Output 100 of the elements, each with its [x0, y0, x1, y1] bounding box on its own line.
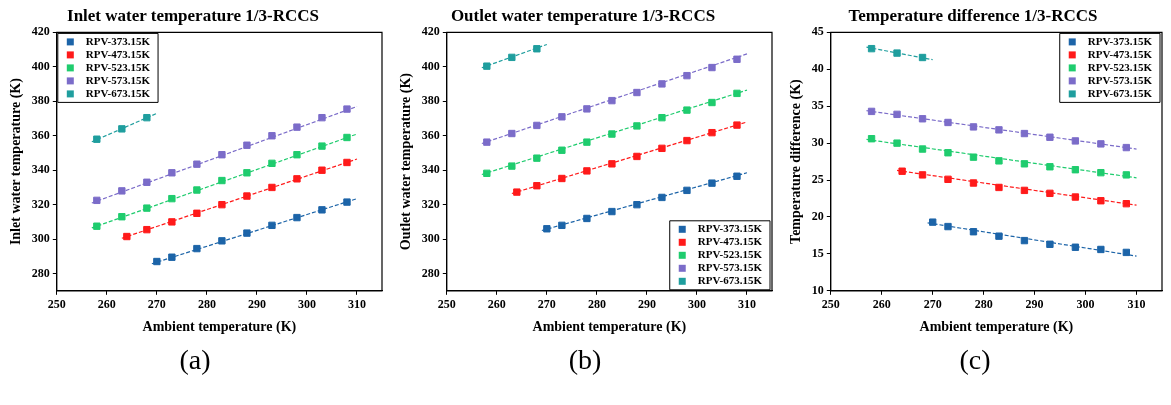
- x-tick-label: 260: [487, 297, 506, 312]
- y-tick-label: 300: [421, 231, 440, 246]
- x-tick-label: 290: [637, 297, 656, 312]
- legend-label: RPV-523.15K: [697, 248, 763, 261]
- point: [944, 175, 952, 183]
- point: [293, 123, 301, 131]
- point: [168, 169, 176, 177]
- point: [683, 136, 691, 145]
- legend-label: RPV-573.15K: [1087, 73, 1153, 86]
- point: [1046, 133, 1054, 141]
- point: [1122, 171, 1131, 179]
- y-tick-label: 20: [811, 209, 824, 224]
- y-tick-label: 280: [31, 265, 50, 280]
- y-tick-label: 400: [421, 58, 440, 73]
- point: [583, 214, 591, 223]
- legend-label: RPV-573.15K: [697, 261, 763, 274]
- x-tick-label: 290: [1025, 297, 1044, 312]
- point: [218, 151, 226, 159]
- point: [1071, 193, 1080, 201]
- legend-label: RPV-673.15K: [85, 86, 151, 99]
- point: [168, 253, 176, 261]
- point: [893, 110, 901, 119]
- point: [193, 209, 201, 217]
- point: [733, 55, 741, 63]
- point: [243, 229, 251, 237]
- point: [969, 153, 978, 161]
- x-tick-label: 310: [347, 297, 366, 312]
- point: [93, 222, 101, 230]
- point: [193, 186, 201, 194]
- point: [218, 200, 226, 209]
- legend-label: RPV-473.15K: [85, 47, 151, 60]
- y-tick-label: 10: [811, 282, 824, 297]
- point: [168, 194, 176, 203]
- point: [1046, 240, 1054, 248]
- point: [343, 133, 351, 142]
- x-axis-title: Ambient temperature (K): [532, 319, 687, 336]
- x-tick-label: 280: [587, 297, 606, 312]
- text: (b): [567, 344, 603, 376]
- point: [153, 257, 161, 266]
- y-tick-label: 420: [31, 24, 50, 39]
- point: [143, 113, 151, 122]
- point: [268, 132, 276, 140]
- point: [633, 122, 641, 130]
- point: [608, 207, 616, 216]
- point: [243, 169, 251, 177]
- point: [733, 89, 741, 98]
- point: [143, 178, 151, 186]
- point: [293, 151, 301, 159]
- point: [918, 145, 927, 153]
- y-tick-label: 40: [811, 61, 824, 76]
- point: [143, 204, 151, 212]
- legend-label: RPV-673.15K: [1087, 86, 1153, 99]
- point: [533, 45, 541, 53]
- point: [218, 176, 226, 185]
- point: [508, 129, 516, 138]
- x-tick-label: 300: [1076, 297, 1095, 312]
- point: [633, 152, 641, 161]
- y-axis-title: Temperature difference (K): [788, 78, 805, 244]
- point: [318, 142, 326, 150]
- chart-title: Inlet water temperature 1/3-RCCS: [67, 5, 319, 25]
- y-tick-label: 320: [421, 196, 440, 211]
- x-axis-title: Ambient temperature (K): [919, 319, 1074, 336]
- point: [708, 63, 716, 72]
- y-tick-label: 380: [31, 93, 50, 108]
- y-tick-label: 30: [811, 135, 824, 150]
- point: [944, 149, 952, 157]
- point: [533, 182, 541, 190]
- point: [929, 218, 937, 226]
- x-tick-label: 250: [821, 297, 840, 312]
- x-tick-label: 310: [737, 297, 756, 312]
- point: [733, 121, 741, 129]
- point: [318, 113, 326, 122]
- point: [683, 106, 691, 114]
- point: [1020, 186, 1029, 195]
- point: [969, 123, 978, 131]
- point: [995, 183, 1003, 192]
- x-tick-label: 300: [687, 297, 706, 312]
- point: [995, 232, 1003, 240]
- y-tick-label: 340: [421, 162, 440, 177]
- point: [918, 53, 927, 62]
- legend-label: RPV-473.15K: [1087, 47, 1153, 60]
- point: [243, 141, 251, 149]
- point: [893, 49, 901, 57]
- y-tick-label: 15: [811, 245, 824, 260]
- point: [658, 144, 666, 153]
- point: [708, 98, 716, 107]
- point: [658, 113, 666, 122]
- point: [1122, 143, 1131, 152]
- x-tick-label: 310: [1127, 297, 1146, 312]
- point: [633, 88, 641, 97]
- y-axis-title: Inlet water temperature (K): [8, 77, 25, 246]
- point: [1046, 189, 1054, 198]
- text: (a): [178, 344, 212, 376]
- point: [683, 186, 691, 195]
- point: [1097, 245, 1105, 254]
- x-tick-label: 280: [197, 297, 216, 312]
- point: [867, 135, 876, 143]
- point: [483, 62, 491, 70]
- y-tick-label: 280: [421, 265, 440, 280]
- point: [583, 138, 591, 146]
